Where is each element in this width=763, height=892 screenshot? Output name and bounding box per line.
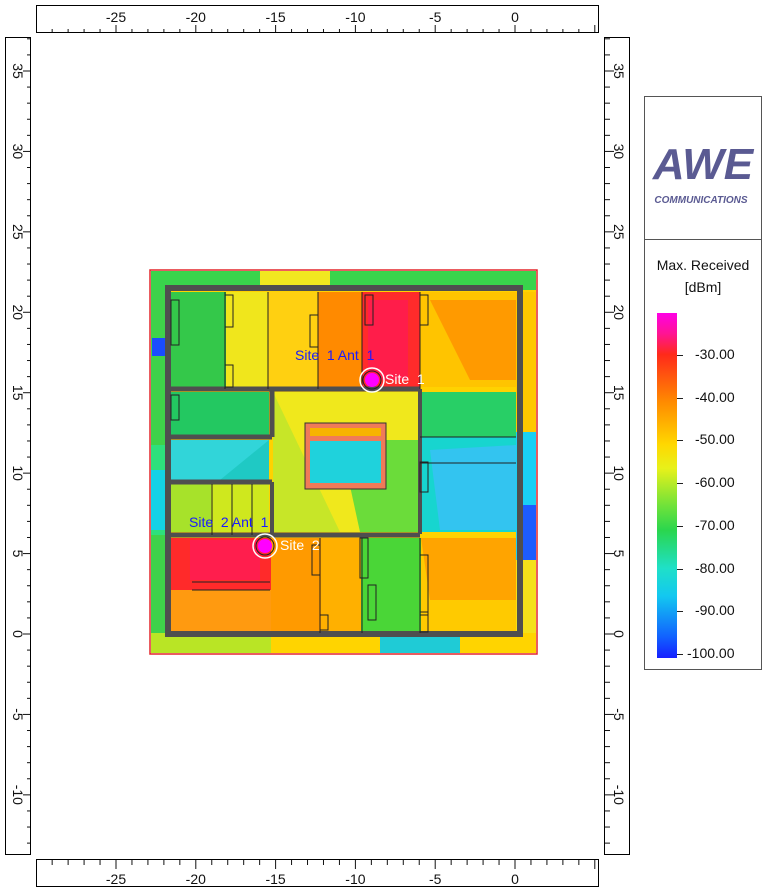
ruler-label: -25 — [106, 871, 126, 887]
ruler-label: -25 — [106, 9, 126, 25]
ruler-label: 35 — [10, 63, 26, 79]
legend-scale-label: -40.00 — [695, 388, 735, 405]
legend-scale-label: -100.00 — [687, 644, 735, 661]
plot-area[interactable]: Site 1 Ant 1 Site 1 Site 2 Ant 1 Site 2 — [36, 37, 599, 855]
ruler-label: 15 — [611, 385, 627, 401]
ruler-label: -5 — [10, 708, 26, 721]
site-2-label: Site 2 — [280, 537, 320, 553]
legend-scale-label: -70.00 — [695, 516, 735, 533]
ruler-label: 0 — [611, 630, 627, 638]
legend-tick — [677, 397, 683, 399]
legend-panel: AWE COMMUNICATIONS Max. Received [dBm] -… — [644, 96, 762, 670]
legend-tick — [677, 355, 683, 356]
legend-colorbar — [657, 313, 677, 658]
map-boundary — [149, 269, 538, 655]
ruler-label: 0 — [511, 9, 519, 25]
ruler-label: -20 — [186, 9, 206, 25]
legend-scale-label: -90.00 — [695, 602, 735, 619]
ruler-label: 10 — [10, 465, 26, 481]
bottom-ruler: -25 -20 -15 -10 -5 0 — [36, 859, 599, 887]
ruler-label: 30 — [10, 144, 26, 160]
site-1-label: Site 1 — [385, 371, 425, 387]
ruler-label: 5 — [611, 550, 627, 558]
ruler-label: 20 — [10, 304, 26, 320]
left-ruler-scale: 35 30 25 20 15 10 5 0 -5 -10 — [10, 38, 30, 844]
site-1-marker[interactable]: Site 1 Ant 1 Site 1 — [295, 347, 425, 393]
ruler-label: 25 — [611, 224, 627, 240]
top-ruler-scale: -25 -20 -15 -10 -5 0 — [51, 9, 596, 32]
floor-plan-walls — [165, 285, 523, 637]
site-2-marker[interactable]: Site 2 Ant 1 Site 2 — [189, 514, 320, 559]
floor-plan-partitions — [170, 292, 516, 633]
legend-unit: [dBm] — [684, 279, 722, 295]
ruler-label: -10 — [611, 785, 627, 805]
left-ruler: 35 30 25 20 15 10 5 0 -5 -10 — [5, 37, 31, 855]
right-ruler: 35 30 25 20 15 10 5 0 -5 -10 — [604, 37, 630, 855]
ruler-label: -15 — [265, 9, 285, 25]
coverage-map[interactable]: Site 1 Ant 1 Site 1 Site 2 Ant 1 Site 2 — [36, 37, 599, 855]
legend-tick — [677, 568, 683, 570]
ruler-label: 5 — [10, 550, 26, 558]
ruler-label: -5 — [429, 871, 442, 887]
ruler-label: -5 — [429, 9, 442, 25]
ruler-label: 20 — [611, 304, 627, 320]
legend-scale-label: -60.00 — [695, 474, 735, 491]
legend-tick — [677, 483, 683, 485]
legend-title-text: Max. Received — [656, 257, 750, 273]
legend-tick — [677, 653, 683, 655]
ruler-label: -10 — [345, 871, 365, 887]
right-ruler-scale: 35 30 25 20 15 10 5 0 -5 -10 — [605, 38, 627, 844]
ruler-label: -15 — [265, 871, 285, 887]
bottom-ruler-scale: -25 -20 -15 -10 -5 0 — [51, 860, 596, 887]
legend-scale-label: -80.00 — [695, 559, 735, 576]
ruler-label: 0 — [511, 871, 519, 887]
legend-scale-label: -50.00 — [695, 431, 735, 448]
logo-wordmark: AWE — [652, 140, 755, 189]
ruler-label: 35 — [611, 63, 627, 79]
legend-tick — [677, 611, 683, 613]
site-2-antenna-label: Site 2 Ant 1 — [189, 514, 269, 530]
ruler-label: 0 — [10, 630, 26, 638]
site-1-antenna-label: Site 1 Ant 1 — [295, 347, 375, 363]
ruler-label: -10 — [345, 9, 365, 25]
ruler-label: 10 — [611, 465, 627, 481]
company-logo: AWE COMMUNICATIONS — [645, 97, 761, 240]
legend-scale-label: -30.00 — [695, 346, 735, 362]
legend-title: Max. Received [dBm] — [645, 254, 761, 298]
ruler-label: 15 — [10, 385, 26, 401]
ruler-label: -5 — [611, 708, 627, 721]
legend-tick — [677, 525, 683, 527]
ruler-label: -10 — [10, 785, 26, 805]
ruler-label: 25 — [10, 224, 26, 240]
ruler-label: 30 — [611, 144, 627, 160]
top-ruler: -25 -20 -15 -10 -5 0 — [36, 5, 599, 33]
legend-tick — [677, 440, 683, 442]
logo-subtitle: COMMUNICATIONS — [654, 195, 747, 206]
central-structure — [304, 422, 387, 490]
ruler-label: -20 — [186, 871, 206, 887]
